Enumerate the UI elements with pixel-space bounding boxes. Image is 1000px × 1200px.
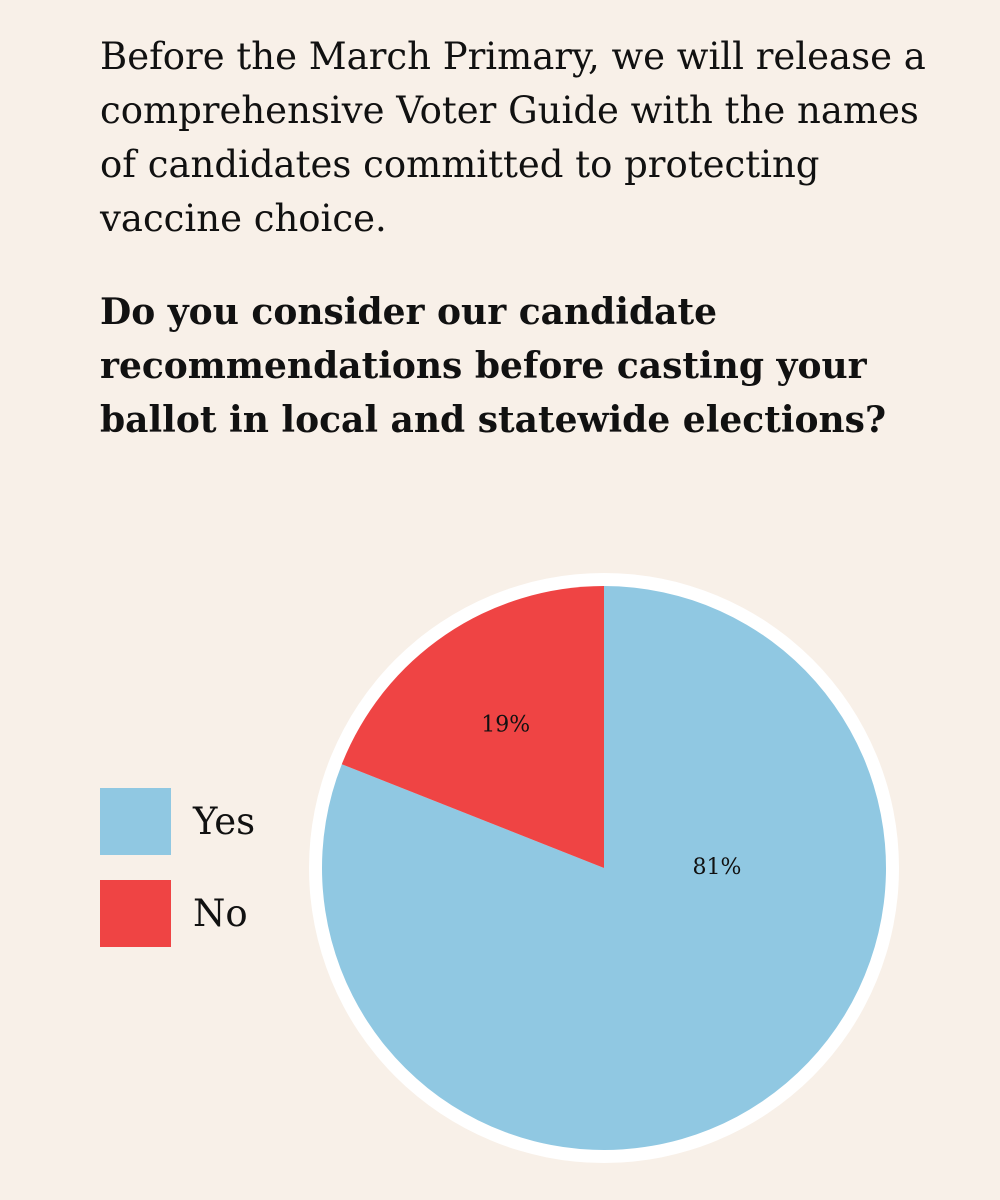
- legend-label-no: No: [193, 892, 248, 935]
- intro-paragraph: Before the March Primary, we will releas…: [100, 35, 926, 240]
- pie-slice-yes: [322, 586, 887, 1150]
- legend: Yes No: [100, 788, 255, 972]
- survey-question: Do you consider our candidate recommenda…: [100, 291, 887, 441]
- pie-label-yes: 81%: [693, 855, 742, 880]
- pie-slice-no: [341, 586, 604, 868]
- legend-swatch-yes: [100, 788, 171, 855]
- legend-item-no: No: [100, 880, 255, 947]
- legend-label-yes: Yes: [193, 800, 256, 843]
- legend-item-yes: Yes: [100, 788, 255, 855]
- legend-swatch-no: [100, 880, 171, 947]
- pie-label-no: 19%: [481, 712, 530, 737]
